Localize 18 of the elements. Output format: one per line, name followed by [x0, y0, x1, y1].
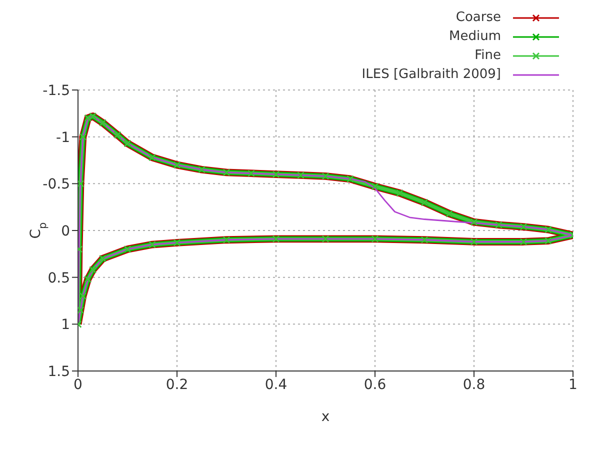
legend-label: Fine	[474, 48, 501, 63]
y-tick-label: -0.5	[42, 176, 70, 193]
legend-label: Coarse	[456, 10, 501, 25]
x-tick-label: 0.6	[364, 376, 386, 393]
x-tick-label: 0.4	[264, 376, 288, 393]
y-tick-label: 0	[61, 223, 70, 240]
legend-label: Medium	[449, 29, 501, 44]
y-tick-label: -1.5	[42, 82, 70, 99]
x-tick-label: 1	[568, 376, 578, 393]
x-tick-label: 0	[74, 376, 82, 393]
x-axis-title: x	[321, 409, 330, 425]
y-tick-label: 1.5	[48, 364, 70, 380]
x-tick-label: 0.2	[166, 376, 188, 393]
y-tick-label: -1	[56, 130, 70, 146]
y-tick-label: 1	[61, 317, 70, 334]
x-tick-label: 0.8	[462, 376, 486, 393]
y-tick-label: 0.5	[48, 270, 70, 286]
legend-label: ILES [Galbraith 2009]	[362, 67, 501, 82]
